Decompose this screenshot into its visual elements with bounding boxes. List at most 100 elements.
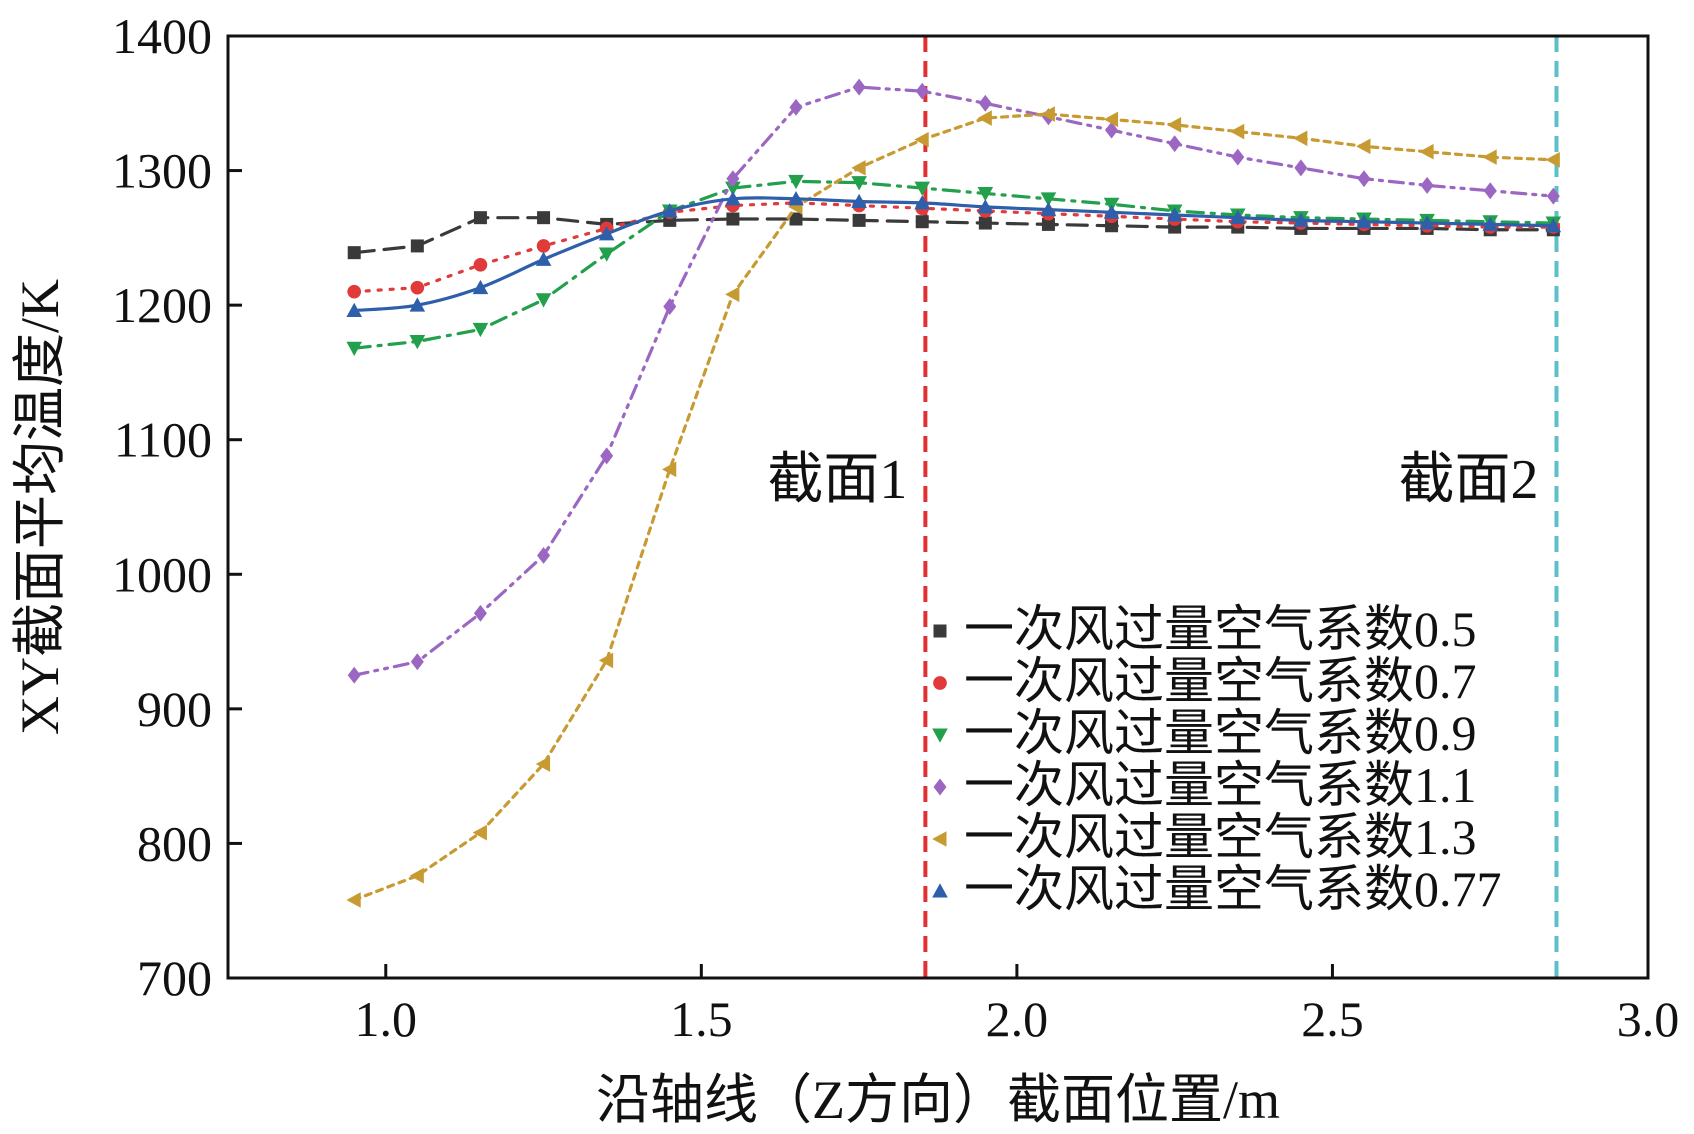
data-point	[1040, 192, 1057, 207]
y-axis-title: XY截面平均温度/K	[10, 279, 70, 735]
section-annotations: 截面1 截面2	[767, 449, 1538, 511]
y-tick-label: 800	[137, 815, 212, 871]
data-point	[1103, 111, 1119, 128]
series-line	[352, 85, 1555, 677]
series-line	[352, 216, 1555, 255]
data-point	[1545, 152, 1560, 168]
series-2	[346, 174, 1562, 357]
data-point	[410, 653, 424, 671]
x-tick-label: 1.0	[355, 991, 418, 1047]
data-point	[978, 94, 992, 112]
data-point	[852, 213, 866, 227]
data-point	[473, 257, 488, 272]
x-tick-label: 3.0	[1617, 991, 1680, 1047]
data-point	[977, 110, 992, 126]
legend: 一次风过量空气系数0.5一次风过量空气系数0.7一次风过量空气系数0.9一次风过…	[932, 601, 1502, 917]
data-point	[409, 867, 424, 884]
data-point	[1356, 213, 1372, 229]
legend-marker	[932, 728, 948, 743]
y-tick-label: 1000	[112, 546, 212, 602]
data-point	[472, 824, 487, 841]
legend-item: 一次风过量空气系数0.77	[932, 861, 1502, 917]
section-label: 截面1	[767, 449, 907, 511]
data-point	[1357, 170, 1371, 188]
legend-item: 一次风过量空气系数1.1	[933, 757, 1477, 813]
data-point	[725, 191, 741, 206]
series-3	[347, 78, 1560, 684]
data-point	[789, 98, 803, 116]
data-point	[1231, 148, 1245, 166]
legend-label: 一次风过量空气系数1.3	[964, 809, 1477, 865]
data-point	[661, 461, 677, 478]
legend-label: 一次风过量空气系数1.1	[964, 757, 1477, 813]
legend-marker	[933, 624, 947, 638]
data-point	[1168, 135, 1182, 153]
data-point	[537, 546, 551, 564]
data-point	[1293, 130, 1308, 147]
data-point	[1103, 204, 1120, 219]
data-point	[472, 322, 489, 338]
data-point	[598, 652, 614, 669]
data-point	[600, 447, 614, 465]
data-point	[536, 239, 551, 253]
legend-marker	[932, 883, 948, 898]
data-point	[347, 666, 361, 684]
data-point	[473, 604, 487, 622]
section-label: 截面2	[1398, 449, 1538, 511]
data-point	[915, 82, 929, 100]
data-point	[978, 216, 992, 230]
data-point	[1356, 138, 1371, 155]
data-point	[914, 195, 931, 210]
data-point	[410, 239, 424, 253]
data-point	[1419, 143, 1434, 160]
legend-marker	[933, 676, 947, 690]
data-point	[914, 181, 931, 196]
series-line	[352, 112, 1555, 902]
legend-marker	[933, 778, 947, 796]
data-point	[1482, 149, 1497, 165]
data-point	[851, 160, 866, 176]
series-5	[346, 191, 1562, 318]
legend-label: 一次风过量空气系数0.7	[964, 653, 1477, 709]
data-point	[1040, 201, 1057, 217]
x-axis: 1.0 1.5 2.0 2.5 3.0	[355, 964, 1680, 1047]
data-point	[788, 191, 804, 206]
data-point	[1546, 187, 1560, 205]
legend-item: 一次风过量空气系数0.9	[932, 705, 1477, 761]
legend-marker	[932, 831, 947, 847]
data-point	[1419, 215, 1435, 230]
data-point	[661, 203, 678, 218]
data-point	[347, 246, 361, 260]
data-point	[346, 341, 363, 357]
data-point	[1040, 106, 1055, 122]
data-point	[347, 284, 362, 299]
data-point	[914, 131, 929, 148]
data-point	[788, 174, 804, 190]
series-4	[346, 106, 1560, 908]
legend-label: 一次风过量空气系数0.77	[964, 861, 1502, 917]
data-point	[1293, 212, 1309, 227]
data-point	[472, 279, 489, 295]
x-tick-label: 1.5	[670, 991, 733, 1047]
data-point	[1041, 217, 1055, 231]
data-point	[346, 892, 361, 908]
y-tick-label: 700	[137, 950, 212, 1006]
legend-item: 一次风过量空气系数1.3	[932, 809, 1477, 865]
data-point	[535, 293, 552, 308]
data-point	[726, 170, 740, 188]
series-line	[352, 201, 1555, 294]
x-tick-label: 2.5	[1301, 991, 1364, 1047]
data-point	[1482, 216, 1499, 231]
data-point	[535, 756, 551, 772]
data-point	[1166, 207, 1183, 222]
data-point	[410, 280, 425, 295]
data-point	[1105, 219, 1119, 233]
data-point	[537, 211, 551, 225]
legend-label: 一次风过量空气系数0.5	[964, 601, 1477, 657]
data-point	[598, 247, 615, 262]
y-tick-label: 1400	[112, 8, 212, 64]
data-point	[726, 212, 740, 226]
data-point	[598, 226, 615, 241]
data-point	[1483, 182, 1497, 200]
plot-frame	[226, 34, 1650, 980]
